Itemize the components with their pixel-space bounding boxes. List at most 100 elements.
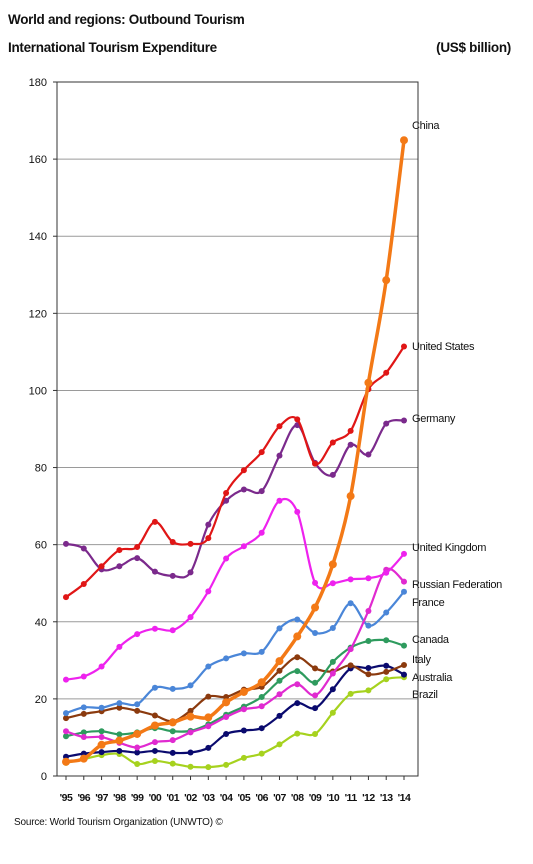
x-tick-label: '00 [149,792,162,804]
data-point [223,761,230,768]
data-point [383,369,390,376]
data-point [329,471,336,478]
data-point [205,744,212,751]
data-point [80,734,87,741]
data-point [98,704,105,711]
data-point [187,707,194,714]
data-point [63,594,69,601]
data-point [134,744,141,751]
x-tick-label: '04 [220,792,233,804]
data-point [205,588,212,595]
data-point [187,729,194,736]
series-line-russian-federation [65,567,405,749]
data-point [365,671,372,678]
data-point [347,441,354,448]
data-point [115,736,124,745]
data-point [223,497,230,504]
data-point [294,730,301,737]
data-point [312,692,319,699]
data-point [134,631,141,638]
data-point [151,625,158,632]
data-point [328,560,337,569]
x-tick-label: '03 [202,792,215,804]
series-label-united-states: United States [412,341,475,353]
series-line-united-kingdom [65,497,405,681]
data-point [276,667,283,674]
series-united-kingdom [63,497,407,683]
data-point [383,609,390,616]
data-point [63,728,69,735]
data-point [98,563,105,570]
data-point [276,712,283,719]
data-point [240,486,247,493]
data-point [294,416,301,423]
data-point [168,718,177,727]
data-point [204,713,213,722]
data-point [276,452,283,459]
data-point [116,643,123,650]
data-point [240,467,247,474]
data-point [80,673,87,680]
data-point [169,572,176,579]
data-point [312,705,319,712]
data-point [63,710,69,717]
data-point [347,690,354,697]
data-point [134,761,141,768]
data-point [258,648,265,655]
data-point [80,704,87,711]
series-label-china: China [412,120,440,132]
series-france [63,588,407,717]
data-point [347,576,354,583]
series-label-brazil: Brazil [412,689,438,701]
series-australia [63,662,407,760]
data-point [116,747,123,754]
y-axis-ticks: 0 20 40 60 80 100 120 140 160 180 [29,77,57,783]
data-point [116,700,123,707]
grid-lines [57,158,418,700]
data-point [223,555,230,562]
data-point [364,378,373,387]
data-point [205,764,212,771]
x-tick-label: '05 [238,792,251,804]
y-tick-label: 180 [29,77,47,89]
series-label-france: France [412,597,445,609]
data-point [80,545,87,552]
data-point [151,712,158,719]
data-point [294,668,301,675]
data-point [98,749,105,756]
series-label-united-kingdom: United Kingdom [412,542,486,554]
data-point [401,578,407,585]
data-point [276,625,283,632]
data-point [98,663,105,670]
chart-title: World and regions: Outbound Tourism [8,12,245,27]
data-point [150,721,159,730]
data-point [257,678,266,687]
data-point [116,704,123,711]
chart-subtitle: International Tourism Expenditure [8,40,217,55]
data-point [382,276,391,285]
data-point [258,449,265,456]
data-point [294,616,301,623]
series-line-canada [65,638,405,738]
x-tick-label: '99 [131,792,144,804]
y-tick-label: 120 [29,308,47,320]
x-tick-label: '13 [380,792,393,804]
y-tick-label: 160 [29,154,47,166]
data-point [383,420,390,427]
data-point [311,603,320,612]
data-point [347,600,354,607]
series-russian-federation [63,566,407,751]
data-point [294,508,301,515]
data-point [80,580,87,587]
data-point [347,646,354,653]
x-tick-label: '02 [184,792,197,804]
data-point [187,569,194,576]
data-point [258,725,265,732]
x-tick-label: '14 [398,792,411,804]
data-point [365,665,372,672]
series-labels: Brazil Australia Italy Canada France Russian … [412,120,502,701]
data-point [365,451,372,458]
x-tick-label: '96 [77,792,90,804]
x-tick-label: '10 [326,792,339,804]
